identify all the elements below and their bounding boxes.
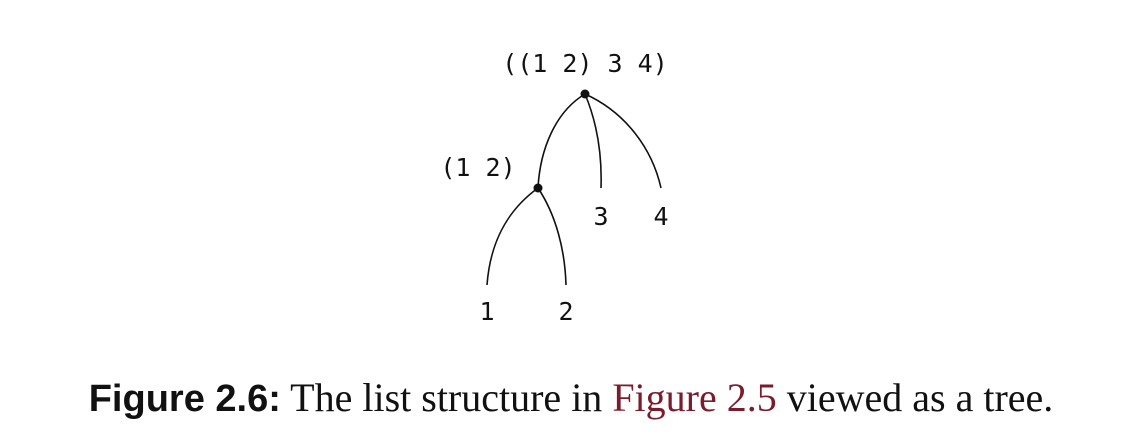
branch-root-to-4 [584,93,662,189]
root-node-dot [580,89,590,99]
leaf-2: 2 [558,297,573,326]
branch-sublist-to-1 [486,187,539,286]
leaf-3: 3 [593,202,608,231]
list-tree-diagram: ((1 2) 3 4) (1 2) 3 4 1 2 [440,49,668,326]
root-list-label: ((1 2) 3 4) [502,49,668,78]
figure-number-label: Figure 2.6: [88,378,281,420]
branch-root-to-3 [584,93,602,189]
leaf-1: 1 [479,297,494,326]
caption-text-after: viewed as a tree. [776,375,1054,420]
branch-root-to-sublist [537,93,586,189]
figure-caption: Figure 2.6: The list structure in Figure… [0,374,1142,421]
branch-sublist-to-2 [537,187,567,286]
leaf-4: 4 [653,202,668,231]
caption-text-before: The list structure in [280,375,613,420]
sublist-label: (1 2) [440,153,515,182]
figure-reference-link[interactable]: Figure 2.5 [612,375,777,420]
sublist-node-dot [533,183,543,193]
